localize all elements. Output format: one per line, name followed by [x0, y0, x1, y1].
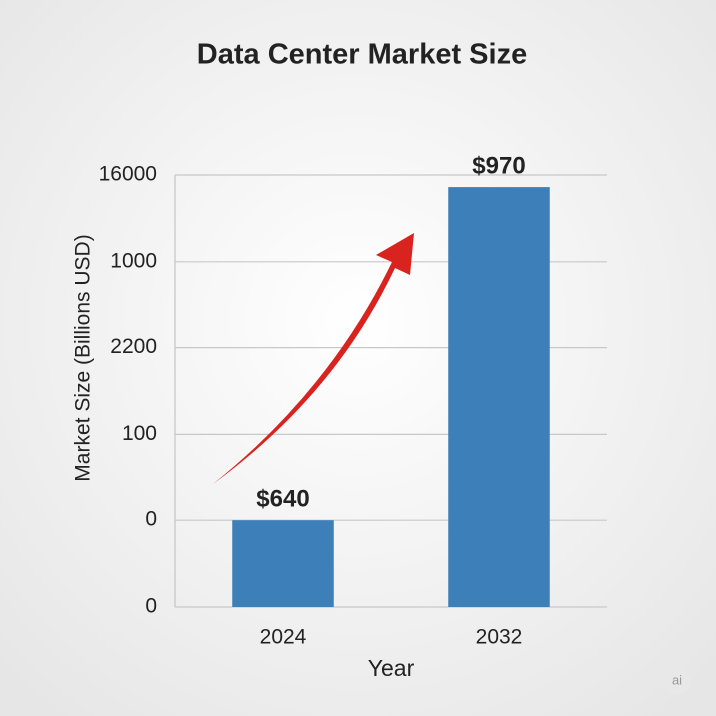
- y-tick-label: 16000: [99, 163, 157, 186]
- y-tick-label: 0: [145, 595, 157, 618]
- y-tick-label: 1000: [110, 249, 157, 272]
- y-axis-label: Market Size (Billions USD): [72, 234, 95, 481]
- trend-arrow: [213, 233, 414, 484]
- value-label: $970: [472, 152, 525, 179]
- x-tick-label: 2032: [476, 626, 523, 649]
- y-tick-label: 2200: [110, 335, 157, 358]
- value-label: $640: [256, 486, 309, 513]
- y-tick-label: 100: [122, 422, 157, 445]
- chart-title: Data Center Market Size: [197, 39, 527, 71]
- x-tick-label: 2024: [260, 626, 307, 649]
- watermark-badge: [663, 666, 691, 694]
- x-axis-label: Year: [368, 655, 415, 681]
- bar: [232, 520, 334, 607]
- watermark: ai: [672, 672, 682, 687]
- bar: [448, 187, 550, 607]
- y-tick-label: 0: [145, 508, 157, 531]
